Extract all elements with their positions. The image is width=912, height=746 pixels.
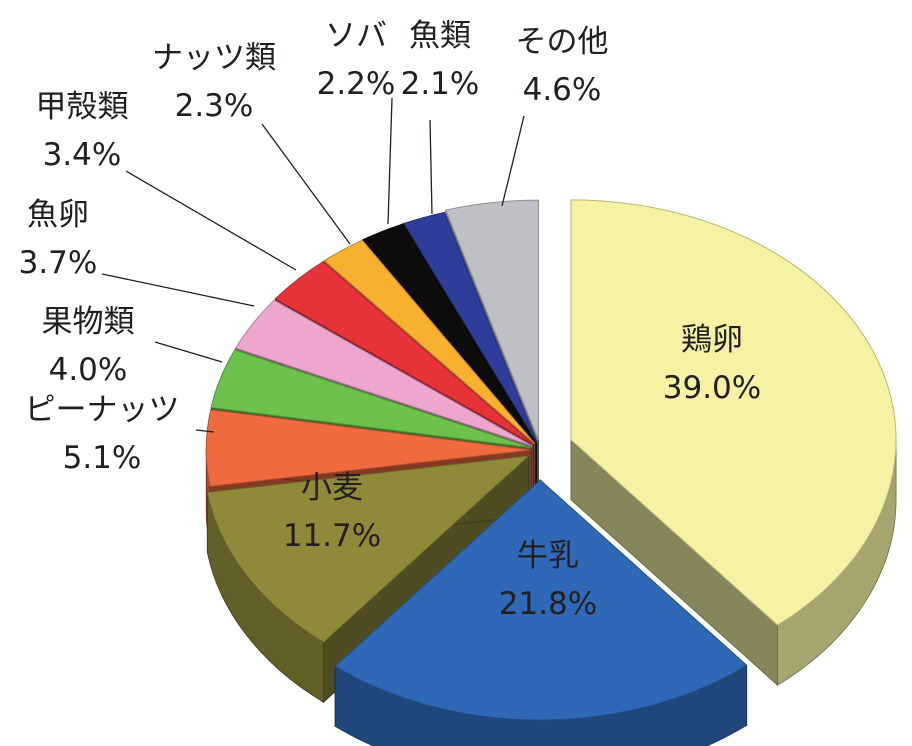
slice-11-value-label: 4.6%: [523, 72, 602, 108]
slice-5-category-label: 果物類: [42, 304, 135, 340]
slice-10-category-label: 魚類: [409, 18, 471, 54]
slice-6-category-label: 魚卵: [27, 197, 89, 233]
slice-5-value-label: 4.0%: [49, 352, 128, 388]
slice-10-value-label: 2.1%: [401, 66, 480, 102]
slice-4-leader-line: [195, 429, 215, 433]
slice-9-top: [362, 223, 537, 444]
slice-8-value-label: 2.3%: [175, 88, 254, 124]
slice-6-leader-line: [101, 273, 255, 307]
slice-2-category-label: 牛乳: [517, 538, 579, 574]
slice-10-leader-line: [429, 119, 433, 215]
slice-5-leader-line: [154, 341, 223, 363]
slice-7-category-label: 甲殻類: [36, 89, 129, 125]
slice-7-value-label: 3.4%: [43, 137, 122, 173]
slice-2-value-label: 21.8%: [499, 586, 597, 622]
leader-lines: [101, 97, 525, 433]
slice-9-category-label: ソバ: [325, 18, 387, 54]
slice-6-top: [234, 299, 533, 447]
slice-8-leader-line: [261, 123, 351, 245]
slice-7-leader-line: [125, 170, 297, 271]
slice-6-value-label: 3.7%: [19, 245, 98, 281]
slice-5-top: [210, 349, 532, 449]
slice-9-leader-line: [387, 97, 393, 225]
slice-8-category-label: ナッツ類: [152, 40, 276, 76]
slice-1-top: [570, 199, 897, 626]
slice-11-leader-line: [501, 115, 525, 207]
slice-4-category-label: ピーナッツ: [25, 392, 180, 428]
slice-9-value-label: 2.2%: [317, 66, 396, 102]
slice-3-value-label: 11.7%: [283, 518, 381, 554]
slice-1-value-label: 39.0%: [663, 370, 761, 406]
slice-1-category-label: 鶏卵: [681, 322, 743, 358]
slice-4-value-label: 5.1%: [63, 440, 142, 476]
slice-11-category-label: その他: [516, 24, 609, 60]
slice-3-top: [206, 455, 531, 643]
slice-8-top: [323, 239, 536, 444]
slice-7-top: [274, 260, 534, 445]
slice-4-top: [205, 409, 532, 487]
slice-2-top: [334, 479, 748, 721]
slice-10-top: [403, 211, 538, 443]
slice-3-category-label: 小麦: [301, 470, 363, 506]
pie-slices: [205, 199, 897, 721]
slice-11-top: [445, 199, 539, 441]
slice-labels: 鶏卵 39.0% 牛乳 21.8% 小麦 11.7% ピーナッツ 5.1% 果物類 4.0% 魚卵 3…: [19, 18, 762, 622]
